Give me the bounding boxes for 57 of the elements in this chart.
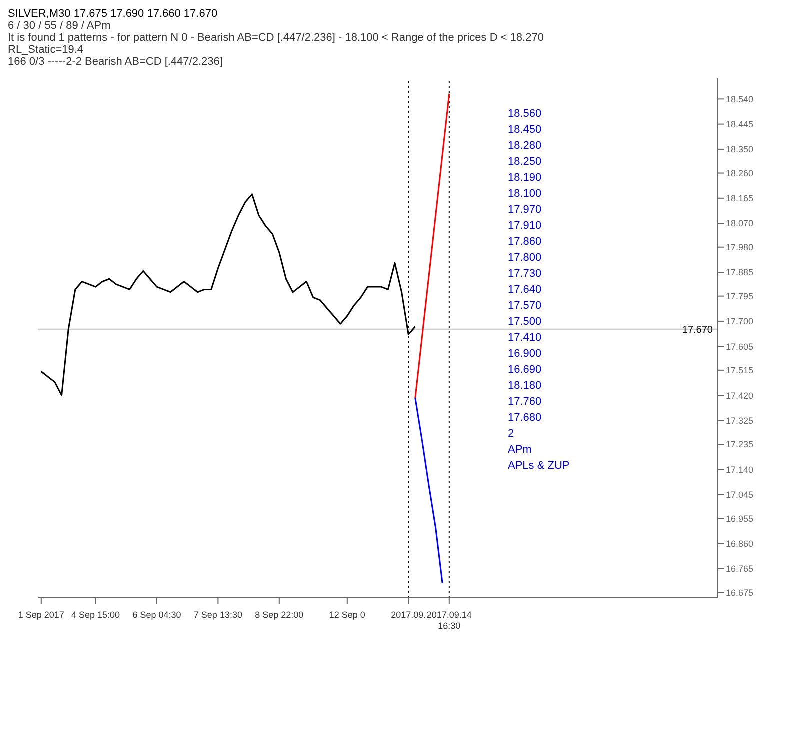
y-tick-label: 18.350: [726, 144, 754, 155]
y-tick-label: 17.980: [726, 242, 754, 253]
annotation: 17.410: [508, 332, 543, 344]
annotation: 18.190: [508, 172, 543, 184]
line-series: [414, 93, 450, 399]
y-tick-label: 18.540: [726, 94, 754, 104]
annotation: 17.500: [508, 316, 543, 328]
annotation: 17.730: [508, 268, 543, 280]
annotation: 17.640: [508, 284, 543, 296]
x-tick-label: 12 Sep 0: [329, 610, 366, 620]
y-tick-label: 18.445: [726, 120, 754, 130]
annotation: 16.900: [508, 348, 543, 360]
annotation: 17.570: [508, 300, 543, 312]
y-tick-label: 17.235: [726, 440, 754, 450]
chart-subtitle: 6 / 30 / 55 / 89 / APm It is found 1 patterns - for pattern N 0 - Bearish AB=CD [.447/2.236] - 18.100 < Range of the prices D < 18.270 RL_Static=19.4 166 0/3 -----2-2 Bearish AB=CD [.447/2.236]: [8, 20, 545, 68]
y-tick-label: 18.260: [726, 168, 754, 178]
y-tick-label: 17.795: [726, 292, 754, 302]
x-tick-label: 2017.09.: [391, 610, 426, 620]
line-series: [414, 397, 444, 584]
y-tick-label: 17.140: [726, 464, 754, 475]
annotation: 18.250: [508, 156, 543, 168]
y-tick-label: 17.420: [726, 390, 754, 401]
y-tick-label: 18.070: [726, 218, 754, 229]
annotation: 2: [508, 428, 516, 440]
annotation: 17.910: [508, 220, 543, 232]
annotation: APm: [508, 444, 533, 456]
y-tick-label: 16.675: [726, 588, 754, 598]
annotation: 18.560: [508, 108, 543, 120]
x-tick-label: 2017.09.14 16:30: [426, 610, 472, 631]
y-tick-label: 16.955: [726, 514, 754, 524]
annotation: 18.100: [508, 188, 543, 200]
x-tick-label: 8 Sep 22:00: [255, 610, 304, 620]
x-tick-label: 6 Sep 04:30: [132, 610, 182, 620]
x-tick-label: 1 Sep 2017: [18, 610, 64, 620]
y-tick-label: 17.605: [726, 342, 754, 352]
annotation: 17.760: [508, 396, 543, 408]
annotation: 18.450: [508, 124, 543, 136]
x-tick-label: 7 Sep 13:30: [194, 610, 242, 620]
y-tick-label: 16.860: [726, 538, 754, 549]
annotation: 17.970: [508, 204, 543, 216]
y-tick-label: 16.765: [726, 564, 754, 574]
y-tick-label: 17.515: [726, 366, 754, 376]
x-tick-label: 4 Sep 15:00: [72, 610, 120, 620]
annotation: 17.680: [508, 412, 543, 424]
y-tick-label: 17.700: [726, 316, 754, 327]
annotation: 17.800: [508, 252, 543, 264]
ref-line-label: 17.670: [682, 324, 714, 336]
y-tick-label: 17.045: [726, 490, 754, 500]
annotation: 16.690: [508, 364, 543, 376]
y-tick-label: 17.885: [726, 268, 754, 278]
y-tick-label: 18.165: [726, 194, 754, 204]
annotation: 17.860: [508, 236, 543, 248]
chart-title: SILVER,M30 17.675 17.690 17.660 17.670: [8, 8, 219, 20]
annotation: 18.280: [508, 140, 543, 152]
annotation: APLs & ZUP: [508, 460, 570, 472]
y-tick-label: 17.325: [726, 416, 754, 426]
annotation: 18.180: [508, 380, 543, 392]
